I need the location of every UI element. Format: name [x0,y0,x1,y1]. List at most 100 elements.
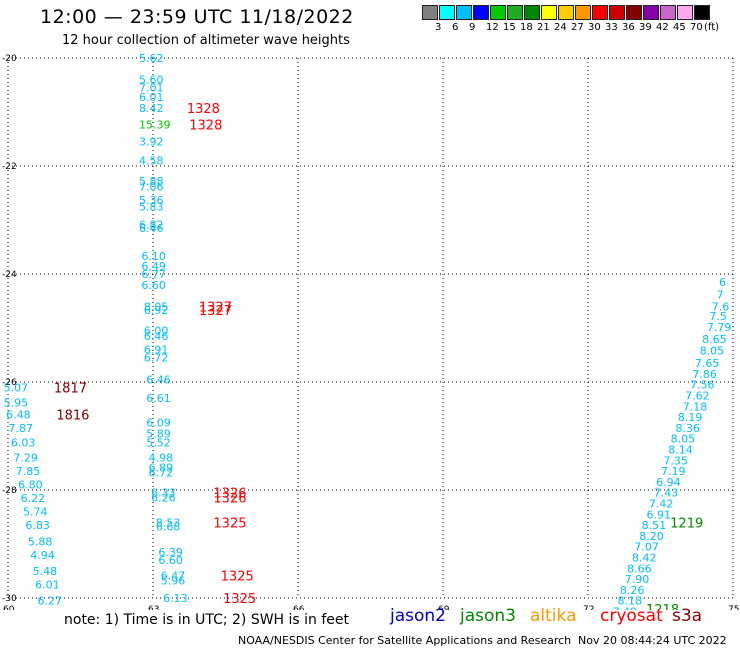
lon-tick-label: 60 [3,605,15,610]
legend-swatch [660,5,676,20]
lat-tick-label: -26 [2,378,17,388]
wave-height-label: 7.18 [683,400,708,413]
lon-tick-label: 66 [293,605,305,610]
wave-height-label: 6.47 [161,569,186,582]
wave-height-label: 6.77 [141,268,166,281]
wave-height-label: 6.10 [141,250,166,263]
satellite-jason2: jason2 [390,606,446,626]
legend-swatch [507,5,523,20]
lon-tick-label: 72 [583,605,594,610]
time-label: 1325 [221,569,254,584]
legend-swatch [490,5,506,20]
wave-height-label: 7.87 [9,422,34,435]
wave-height-label: 6.03 [11,436,36,449]
legend-swatch [558,5,574,20]
wave-height-label: 7.5 [709,310,727,323]
lon-tick-label: 75 [728,605,739,610]
wave-height-label: 6.60 [158,554,183,567]
wave-height-label: 6.83 [25,519,49,532]
wave-height-label: 5.89 [146,427,171,440]
footer-timestamp: Nov 20 08:44:24 UTC 2022 [578,634,727,647]
legend-swatch [456,5,472,20]
wave-height-label: 6.22 [21,492,46,505]
legend-swatch [677,5,693,20]
wave-height-label: 8.51 [642,519,667,532]
wave-height-label: 8.65 [702,333,727,346]
map-subtitle: 12 hour collection of altimeter wave hei… [62,33,350,48]
legend-swatch [541,5,557,20]
wave-height-label: 8.05 [144,300,169,313]
wave-height-label: 6.00 [144,325,169,338]
time-label: 1326 [213,487,246,502]
wave-height-label: 5.52 [146,436,171,449]
wave-height-label: 8.05 [700,345,725,358]
wave-height-label: 5.74 [23,506,48,519]
wave-height-label: 6.33 [151,487,176,500]
wave-height-label: 7.6 [712,300,730,313]
wave-height-label: 6.27 [38,595,63,608]
time-label: 1327 [199,304,232,319]
wave-height-label: 5.48 [33,565,58,578]
wave-height-label: 7.65 [695,357,720,370]
wave-height-label: 4.98 [149,452,174,465]
wave-height-label: 6.82 [139,218,164,231]
lat-tick-label: -30 [2,594,17,604]
legend-swatch [643,5,659,20]
wave-height-label: 6.46 [146,373,171,386]
time-label: 1326 [213,492,246,507]
wave-height-label: 6.61 [146,392,171,405]
satellite-cryosat: cryosat [600,606,663,626]
legend-label: 3 [435,22,442,33]
wave-height-label: 6.39 [158,546,183,559]
wave-height-label: 6 [719,276,726,289]
wave-height-label: 5.83 [139,201,164,214]
wave-height-label: 6.13 [163,592,188,605]
wave-height-label: 8.19 [678,411,703,424]
time-label: 1328 [187,102,220,117]
lon-tick-label: 63 [148,605,159,610]
wave-height-label: 8.53 [156,516,181,529]
wave-height-label: 4.94 [30,549,55,562]
wave-height-label: 6.94 [656,476,681,489]
wave-height-label: 6.48 [6,408,31,421]
lat-tick-label: -20 [2,54,17,64]
legend-label: 30 [588,22,601,33]
wave-height-label: 6.80 [18,479,42,492]
wave-height-label: 5.96 [161,575,186,588]
legend-unit: (ft) [704,22,720,33]
footer-credit: NOAA/NESDIS Center for Satellite Applica… [238,634,572,647]
wave-height-label: 5.60 [139,74,164,87]
legend-swatch [694,5,710,20]
wave-height-label: 7.01 [139,82,164,95]
legend-label: 18 [520,22,533,33]
wave-height-label: 6.46 [144,330,169,343]
wave-height-label: 6.01 [35,579,60,592]
wave-height-label: 7.19 [661,465,686,478]
wave-height-label: 8.05 [671,433,696,446]
wave-height-label: 5.02 [40,608,65,610]
legend-label: 12 [486,22,499,33]
legend-label: 39 [639,22,652,33]
wave-height-label: 3.92 [139,136,164,149]
wave-height-label: 6.09 [146,417,171,430]
wave-height-label: 8.26 [620,584,645,597]
time-label: 1327 [199,300,232,315]
legend-swatch [524,5,540,20]
wave-height-label: 7.35 [663,454,688,467]
wave-height-label: 8.18 [618,595,643,608]
time-label: 1218 [646,603,679,610]
wave-height-label: 5.62 [139,52,164,65]
legend-label: 21 [537,22,550,33]
wave-height-label: 5.88 [28,535,53,548]
wave-height-label: 6.60 [141,279,166,292]
legend-label: 27 [571,22,584,33]
legend-label: 70 [690,22,703,33]
legend-label: 24 [554,22,567,33]
legend-label: 15 [503,22,516,33]
wave-height-label: 7.06 [139,181,164,194]
wave-height-label: 6.92 [144,304,169,317]
legend-label: 6 [452,22,459,33]
lat-tick-label: -22 [2,162,17,172]
legend-label: 42 [656,22,669,33]
legend-label: 33 [605,22,618,33]
